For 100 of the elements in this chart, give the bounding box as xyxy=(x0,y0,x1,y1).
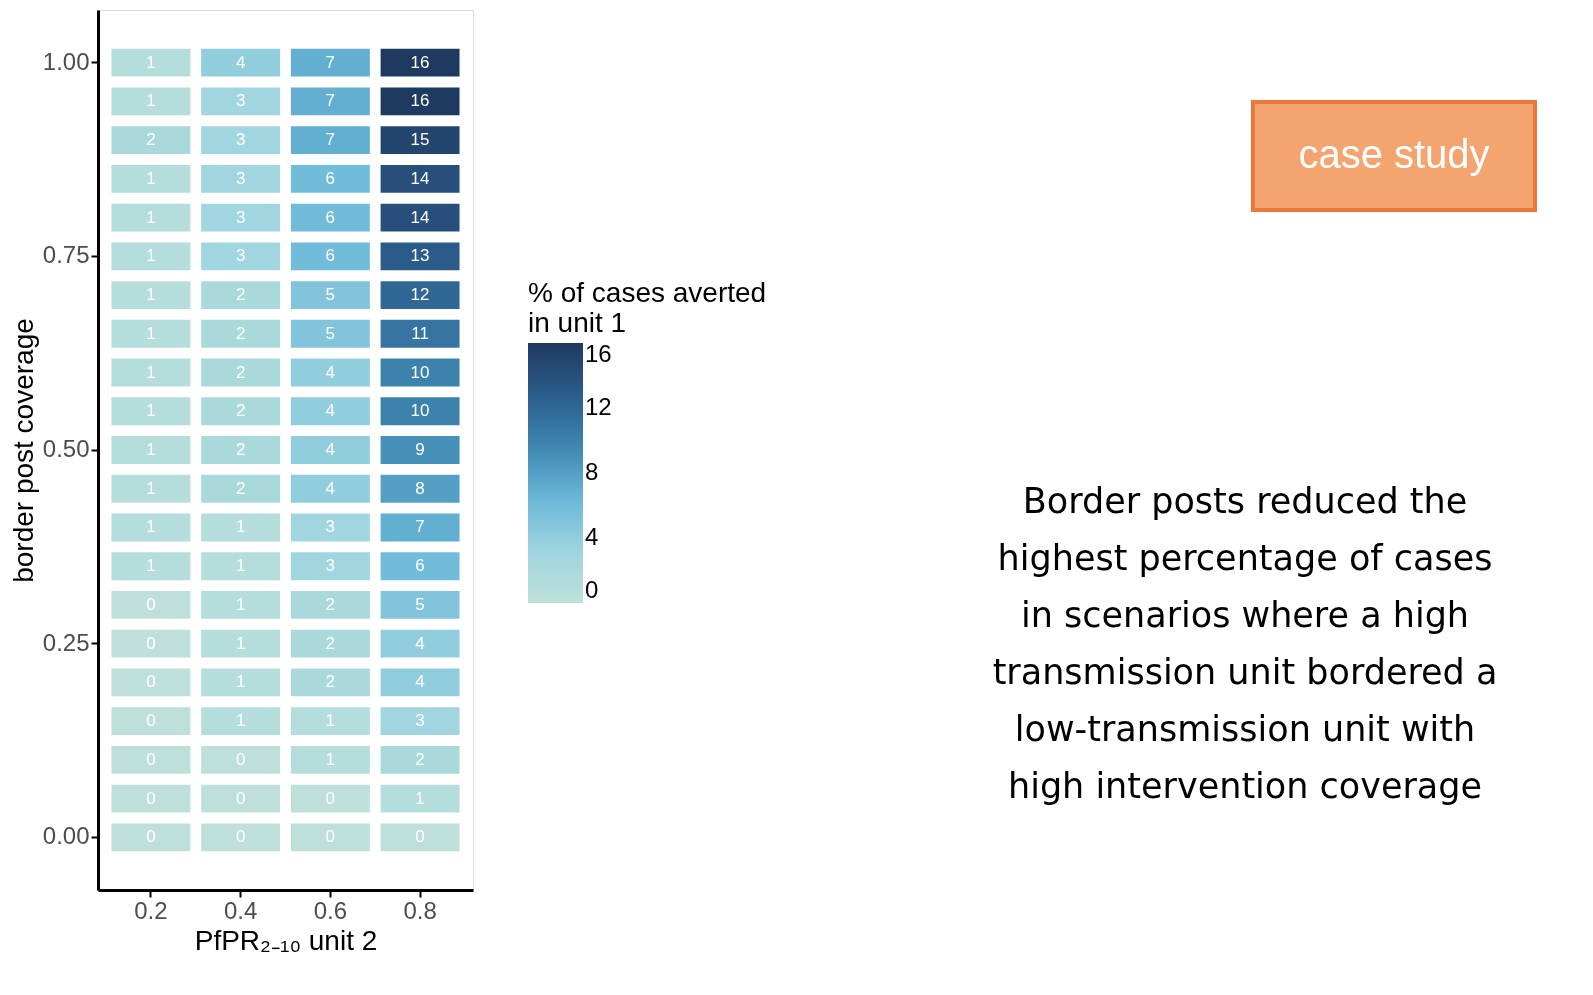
x-tick-label: 0.2 xyxy=(134,896,168,924)
data-label: 0 xyxy=(415,827,425,847)
data-label: 1 xyxy=(146,207,156,227)
data-label: 4 xyxy=(325,362,336,382)
data-label: 4 xyxy=(325,478,336,498)
color-bar-label: 16 xyxy=(585,340,612,367)
data-label: 13 xyxy=(410,246,430,266)
data-label: 4 xyxy=(235,52,246,72)
data-label: 3 xyxy=(235,168,246,188)
data-label: 2 xyxy=(146,130,156,150)
data-label: 4 xyxy=(325,401,336,421)
color-bar-label: 8 xyxy=(585,458,599,485)
data-label: 3 xyxy=(415,711,425,731)
data-label: 0 xyxy=(325,788,336,808)
data-label: 1 xyxy=(325,711,336,731)
data-label: 0 xyxy=(325,827,336,847)
data-label: 1 xyxy=(146,246,156,266)
data-label: 0 xyxy=(146,672,156,692)
data-label: 1 xyxy=(235,633,246,653)
x-tick-label: 0.8 xyxy=(403,896,437,924)
data-label: 1 xyxy=(235,556,246,576)
color-bar-label: 12 xyxy=(585,393,612,420)
data-label: 16 xyxy=(410,91,430,111)
data-label: 9 xyxy=(415,440,425,459)
data-label: 1 xyxy=(146,517,156,537)
legend-title: % of cases averted in unit 1 xyxy=(528,277,767,338)
data-label: 1 xyxy=(415,788,425,808)
data-label: 3 xyxy=(235,130,246,150)
data-label: 0 xyxy=(146,788,156,808)
y-tick-label: 0.00 xyxy=(42,822,90,850)
data-label: 5 xyxy=(325,323,336,343)
data-label: 14 xyxy=(410,168,430,188)
data-label: 5 xyxy=(325,285,336,305)
data-label: 0 xyxy=(235,827,246,847)
data-label: 4 xyxy=(415,672,425,692)
data-label: 4 xyxy=(325,440,336,459)
data-label: 1 xyxy=(146,323,156,343)
data-label: 1 xyxy=(235,594,246,614)
data-label: 6 xyxy=(325,168,336,188)
data-label: 0 xyxy=(146,711,156,731)
data-label: 11 xyxy=(411,323,429,343)
data-label: 2 xyxy=(325,672,336,692)
data-label: 10 xyxy=(410,401,430,421)
data-label: 2 xyxy=(325,633,336,653)
data-label: 0 xyxy=(146,633,156,653)
data-label: 3 xyxy=(325,517,336,537)
data-label: 7 xyxy=(325,91,336,111)
y-tick-label: 1.00 xyxy=(42,47,90,75)
data-label: 6 xyxy=(415,556,425,576)
data-label: 7 xyxy=(325,52,336,72)
y-tick-label: 0.25 xyxy=(42,628,90,656)
color-bar-label: 0 xyxy=(585,576,599,603)
data-label: 7 xyxy=(415,517,425,537)
x-tick-label: 0.4 xyxy=(223,896,258,924)
data-label: 0 xyxy=(146,594,156,614)
data-label: 2 xyxy=(415,749,425,769)
data-label: 12 xyxy=(410,285,430,305)
data-label: 3 xyxy=(235,246,246,266)
data-label: 1 xyxy=(325,749,336,769)
text: case study xyxy=(1298,132,1490,176)
data-label: 4 xyxy=(415,633,425,653)
x-tick-label: 0.6 xyxy=(313,896,348,924)
data-label: 2 xyxy=(235,440,246,459)
data-label: 1 xyxy=(146,556,156,576)
data-label: 6 xyxy=(325,246,336,266)
data-label: 5 xyxy=(415,594,425,614)
y-tick-label: 0.50 xyxy=(42,435,90,462)
data-label: 0 xyxy=(146,749,156,769)
data-label: 16 xyxy=(410,52,430,72)
data-label: 0 xyxy=(235,788,246,808)
data-label: 15 xyxy=(410,130,430,150)
data-label: 1 xyxy=(146,168,156,188)
data-label: 3 xyxy=(325,556,336,576)
data-label: 1 xyxy=(146,401,156,421)
data-label: 2 xyxy=(235,323,246,343)
data-label: 3 xyxy=(235,91,246,111)
data-label: 1 xyxy=(235,711,246,731)
text: Border posts reduced the highest percentage of cases in scenarios where a high transmission unit bordered a low-transmission unit with high intervention coverage xyxy=(992,481,1498,806)
y-axis-title: border post coverage xyxy=(7,318,39,583)
data-label: 0 xyxy=(146,827,156,847)
data-label: 2 xyxy=(325,594,336,614)
data-label: 2 xyxy=(235,362,246,382)
data-label: 1 xyxy=(235,672,246,692)
data-label: 1 xyxy=(146,478,156,498)
data-label: 1 xyxy=(235,517,246,537)
data-label: 8 xyxy=(415,478,425,498)
data-label: 10 xyxy=(410,362,430,382)
data-label: 1 xyxy=(146,362,156,382)
data-label: 2 xyxy=(235,285,246,305)
data-label: 2 xyxy=(235,478,246,498)
data-label: 6 xyxy=(325,207,336,227)
data-label: 7 xyxy=(325,130,336,150)
color-bar-label: 4 xyxy=(585,523,599,550)
data-label: 0 xyxy=(235,749,246,769)
x-axis-title: PfPR₂₋₁₀ unit 2 xyxy=(194,924,378,956)
data-label: 1 xyxy=(146,91,156,111)
data-label: 1 xyxy=(146,440,156,459)
data-label: 1 xyxy=(146,285,156,305)
data-label: 2 xyxy=(235,401,246,421)
y-tick-label: 0.75 xyxy=(42,241,90,269)
